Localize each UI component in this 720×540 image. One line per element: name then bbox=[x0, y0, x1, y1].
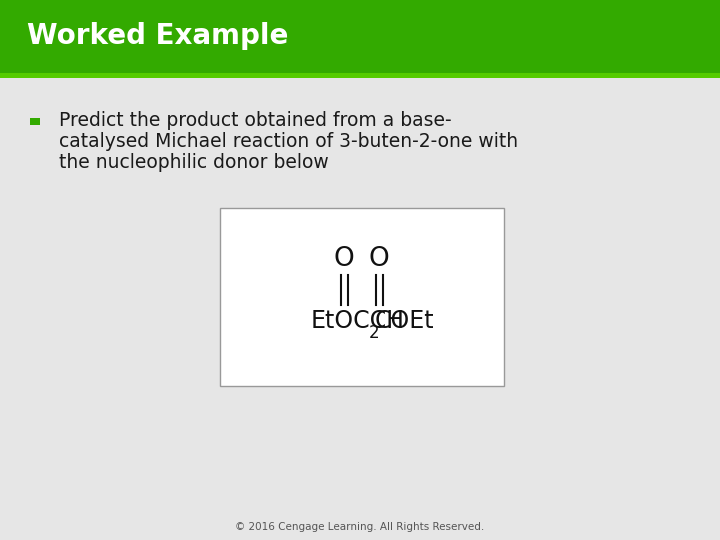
Text: O: O bbox=[369, 246, 390, 272]
Text: EtOCCH: EtOCCH bbox=[310, 309, 405, 333]
FancyBboxPatch shape bbox=[30, 118, 40, 125]
FancyBboxPatch shape bbox=[0, 73, 720, 78]
FancyBboxPatch shape bbox=[220, 208, 504, 386]
Text: the nucleophilic donor below: the nucleophilic donor below bbox=[59, 152, 329, 172]
Text: COEt: COEt bbox=[374, 309, 434, 333]
Text: Predict the product obtained from a base-: Predict the product obtained from a base… bbox=[59, 111, 451, 130]
Text: catalysed Michael reaction of 3-buten-2-one with: catalysed Michael reaction of 3-buten-2-… bbox=[59, 132, 518, 151]
FancyBboxPatch shape bbox=[0, 0, 720, 73]
Text: 2: 2 bbox=[369, 324, 379, 342]
Text: © 2016 Cengage Learning. All Rights Reserved.: © 2016 Cengage Learning. All Rights Rese… bbox=[235, 522, 485, 531]
Text: O: O bbox=[334, 246, 355, 272]
Text: Worked Example: Worked Example bbox=[27, 23, 289, 50]
